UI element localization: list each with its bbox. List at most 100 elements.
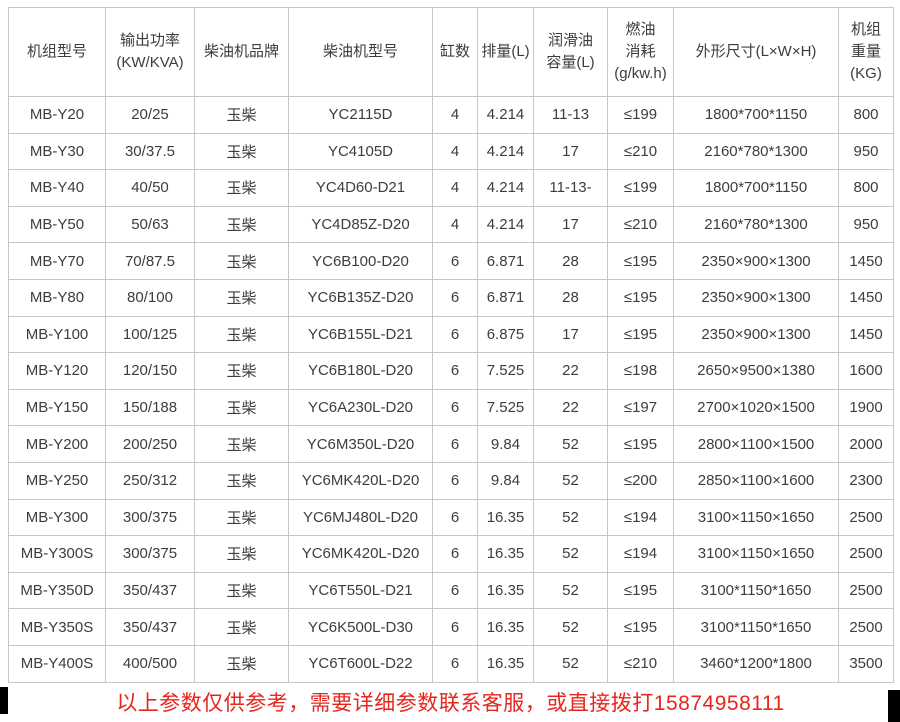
table-cell: 2160*780*1300 xyxy=(673,205,839,244)
table-cell: 950 xyxy=(838,205,894,244)
corner-mark-right xyxy=(888,690,900,722)
table-cell: 30/37.5 xyxy=(105,132,195,171)
table-cell: 300/375 xyxy=(105,535,195,573)
table-cell: 2500 xyxy=(838,535,894,573)
table-cell: 玉柴 xyxy=(194,644,289,683)
table-cell: 6 xyxy=(432,498,478,537)
header-cell-fuel-consumption: 燃油 消耗 (g/kw.h) xyxy=(607,7,674,97)
table-cell: 350/437 xyxy=(105,571,195,610)
table-cell: 1450 xyxy=(838,278,894,317)
table-cell: ≤195 xyxy=(607,571,674,610)
table-cell: 玉柴 xyxy=(194,608,289,646)
corner-mark-left xyxy=(0,687,8,714)
table-cell: 11-13- xyxy=(533,169,608,207)
table-cell: 6 xyxy=(432,425,478,463)
table-cell: 6 xyxy=(432,461,478,500)
table-cell: YC6A230L-D20 xyxy=(288,388,433,427)
table-cell: 6 xyxy=(432,388,478,427)
table-cell: 玉柴 xyxy=(194,352,289,390)
table-cell: YC4D60-D21 xyxy=(288,169,433,207)
table-cell: 6 xyxy=(432,571,478,610)
table-row: MB-Y30 30/37.5 玉柴 YC4105D 4 4.214 17 ≤210 2160*7… xyxy=(8,132,894,171)
table-cell: 16.35 xyxy=(477,498,534,537)
table-cell: MB-Y20 xyxy=(8,96,106,134)
table-cell: 2700×1020×1500 xyxy=(673,388,839,427)
table-row: MB-Y50 50/63 玉柴 YC4D85Z-D20 4 4.214 17 ≤210 2160… xyxy=(8,205,894,244)
table-cell: 4 xyxy=(432,169,478,207)
table-cell: ≤195 xyxy=(607,278,674,317)
table-row: MB-Y350D 350/437 玉柴 YC6T550L-D21 6 16.35 52 ≤19… xyxy=(8,571,894,610)
table-row: MB-Y20 20/25 玉柴 YC2115D 4 4.214 11-13 ≤199 1800*… xyxy=(8,96,894,134)
table-cell: 玉柴 xyxy=(194,169,289,207)
table-cell: 17 xyxy=(533,315,608,354)
table-cell: 6 xyxy=(432,315,478,354)
table-cell: 2350×900×1300 xyxy=(673,278,839,317)
table-cell: 16.35 xyxy=(477,644,534,683)
table-cell: ≤195 xyxy=(607,608,674,646)
table-cell: 玉柴 xyxy=(194,132,289,171)
table-cell: 4 xyxy=(432,132,478,171)
table-cell: YC4D85Z-D20 xyxy=(288,205,433,244)
table-cell: 4.214 xyxy=(477,205,534,244)
header-cell-engine-brand: 柴油机品牌 xyxy=(194,7,289,97)
table-cell: 3460*1200*1800 xyxy=(673,644,839,683)
table-cell: 100/125 xyxy=(105,315,195,354)
table-cell: 40/50 xyxy=(105,169,195,207)
table-cell: MB-Y350D xyxy=(8,571,106,610)
table-row: MB-Y300S 300/375 玉柴 YC6MK420L-D20 6 16.35 52 ≤1… xyxy=(8,535,894,573)
table-cell: 6 xyxy=(432,644,478,683)
table-cell: 4 xyxy=(432,96,478,134)
table-cell: 6.875 xyxy=(477,315,534,354)
header-cell-lube-oil: 润滑油 容量(L) xyxy=(533,7,608,97)
table-cell: MB-Y200 xyxy=(8,425,106,463)
table-cell: 52 xyxy=(533,571,608,610)
table-cell: ≤199 xyxy=(607,169,674,207)
table-cell: 7.525 xyxy=(477,388,534,427)
table-cell: YC6MJ480L-D20 xyxy=(288,498,433,537)
table-row: MB-Y200 200/250 玉柴 YC6M350L-D20 6 9.84 52 ≤195 2… xyxy=(8,425,894,463)
table-cell: 2500 xyxy=(838,498,894,537)
table-body: MB-Y20 20/25 玉柴 YC2115D 4 4.214 11-13 ≤199 1800*… xyxy=(8,96,894,683)
table-cell: 1600 xyxy=(838,352,894,390)
table-cell: 2000 xyxy=(838,425,894,463)
table-cell: 2300 xyxy=(838,461,894,500)
footer-note: 以上参数仅供参考，需要详细参数联系客服，或直接拨打15874958111 xyxy=(116,692,785,715)
table-cell: MB-Y40 xyxy=(8,169,106,207)
table-cell: 200/250 xyxy=(105,425,195,463)
table-cell: 玉柴 xyxy=(194,278,289,317)
table-cell: 玉柴 xyxy=(194,315,289,354)
header-cell-output-power: 输出功率 (KW/KVA) xyxy=(105,7,195,97)
table-cell: 300/375 xyxy=(105,498,195,537)
table-cell: 350/437 xyxy=(105,608,195,646)
table-cell: ≤200 xyxy=(607,461,674,500)
table-cell: 6 xyxy=(432,278,478,317)
table-cell: ≤195 xyxy=(607,315,674,354)
table-cell: 3100×1150×1650 xyxy=(673,498,839,537)
table-cell: 6.871 xyxy=(477,242,534,280)
table-cell: ≤195 xyxy=(607,242,674,280)
table-cell: 4.214 xyxy=(477,132,534,171)
table-cell: 6 xyxy=(432,535,478,573)
table-row: MB-Y120 120/150 玉柴 YC6B180L-D20 6 7.525 22 ≤198… xyxy=(8,352,894,390)
table-cell: YC6M350L-D20 xyxy=(288,425,433,463)
table-cell: 2500 xyxy=(838,608,894,646)
table-cell: 6 xyxy=(432,608,478,646)
table-cell: 17 xyxy=(533,205,608,244)
table-cell: 4.214 xyxy=(477,96,534,134)
table-cell: YC2115D xyxy=(288,96,433,134)
table-cell: 9.84 xyxy=(477,461,534,500)
table-cell: 3100*1150*1650 xyxy=(673,608,839,646)
table-cell: MB-Y300S xyxy=(8,535,106,573)
table-cell: MB-Y70 xyxy=(8,242,106,280)
header-cell-cylinders: 缸数 xyxy=(432,7,478,97)
table-cell: 1450 xyxy=(838,242,894,280)
table-cell: 4 xyxy=(432,205,478,244)
table-cell: 950 xyxy=(838,132,894,171)
table-row: MB-Y250 250/312 玉柴 YC6MK420L-D20 6 9.84 52 ≤200… xyxy=(8,461,894,500)
table-cell: 2350×900×1300 xyxy=(673,315,839,354)
table-cell: 1800*700*1150 xyxy=(673,169,839,207)
table-row: MB-Y350S 350/437 玉柴 YC6K500L-D30 6 16.35 52 ≤19… xyxy=(8,608,894,646)
table-cell: 28 xyxy=(533,278,608,317)
table-cell: ≤210 xyxy=(607,205,674,244)
table-cell: 3500 xyxy=(838,644,894,683)
